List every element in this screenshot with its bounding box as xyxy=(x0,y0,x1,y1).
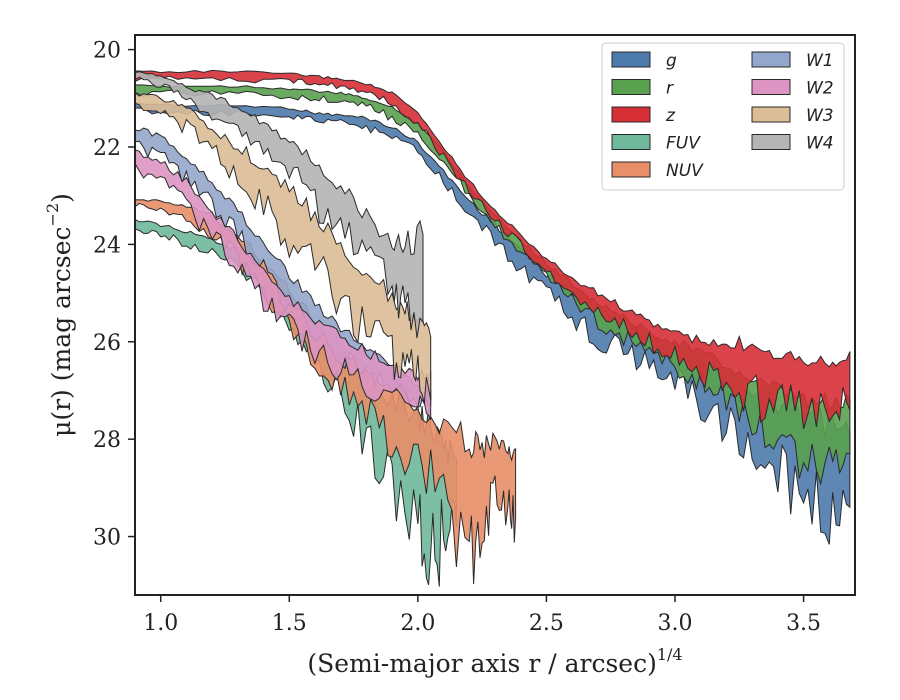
x-tick-label: 2.0 xyxy=(400,611,435,636)
y-axis-ticks: 20 22 24 26 28 30 xyxy=(93,39,135,551)
y-axis-label: μ(r) (mag arcsec−2) xyxy=(43,193,76,437)
y-tick-label: 26 xyxy=(93,331,121,356)
area-w4 xyxy=(134,71,424,339)
area-w2 xyxy=(134,149,432,420)
legend-label-fuv: FUV xyxy=(666,134,701,154)
legend-swatch-z xyxy=(611,106,651,123)
x-tick-label: 1.5 xyxy=(272,611,307,636)
y-tick-label: 30 xyxy=(93,526,121,551)
legend-label-r: r xyxy=(666,79,674,99)
legend-label-w4: W4 xyxy=(806,134,834,154)
legend-label-nuv: NUV xyxy=(666,161,704,181)
x-axis-label: (Semi-major axis r / arcsec)1/4 xyxy=(307,645,682,678)
area-r xyxy=(134,84,851,486)
y-tick-label: 28 xyxy=(93,428,121,453)
area-g xyxy=(134,101,851,545)
legend-swatch-w4 xyxy=(751,134,791,150)
legend-label-w1: W1 xyxy=(806,51,834,71)
y-tick-label: 22 xyxy=(93,136,121,161)
legend-swatch-fuv xyxy=(611,134,651,150)
legend: grz FUV NUV W1 W2 W3 W4 xyxy=(601,42,845,191)
area-w3 xyxy=(134,91,432,404)
x-axis-ticks: 1.0 1.5 2.0 2.5 3.0 3.5 xyxy=(143,595,821,636)
legend-swatch-g xyxy=(611,51,651,68)
x-tick-label: 3.5 xyxy=(786,611,821,636)
y-tick-label: 20 xyxy=(93,39,121,64)
legend-swatch-r xyxy=(611,79,651,95)
legend-swatch-w1 xyxy=(751,51,791,68)
legend-label-z: z xyxy=(665,106,676,126)
legend-label-w2: W2 xyxy=(806,79,834,99)
legend-label-g: g xyxy=(666,51,677,71)
x-tick-label: 3.0 xyxy=(658,611,693,636)
legend-swatch-w3 xyxy=(751,106,791,123)
plot-frame xyxy=(134,34,856,596)
legend-label-w3: W3 xyxy=(806,106,834,126)
legend-swatch-nuv xyxy=(611,161,651,178)
x-tick-label: 2.5 xyxy=(529,611,564,636)
legend-swatch-w2 xyxy=(751,79,791,95)
area-z xyxy=(134,69,851,429)
series-areas xyxy=(134,69,851,587)
y-tick-label: 24 xyxy=(93,233,121,258)
x-tick-label: 1.0 xyxy=(143,611,178,636)
